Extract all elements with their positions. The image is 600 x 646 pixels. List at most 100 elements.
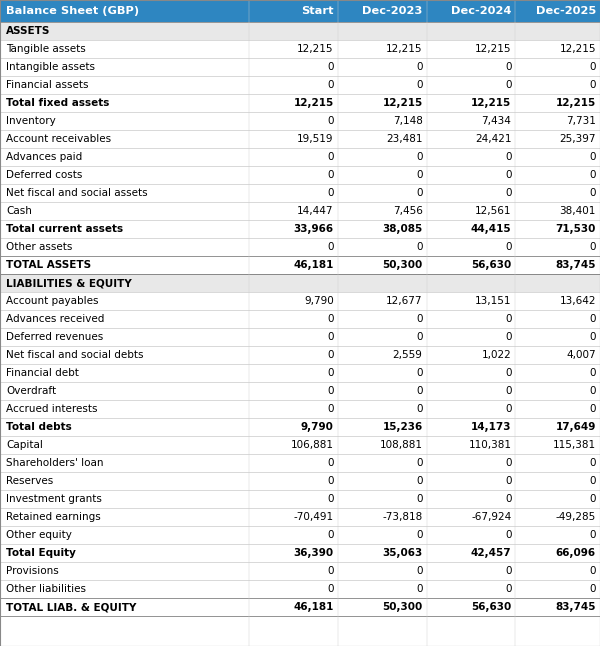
- Text: Balance Sheet (GBP): Balance Sheet (GBP): [6, 6, 139, 16]
- Bar: [0, 184, 600, 202]
- Text: 14,447: 14,447: [298, 206, 334, 216]
- Text: 0: 0: [416, 332, 422, 342]
- Text: 0: 0: [328, 62, 334, 72]
- Text: 9,790: 9,790: [301, 422, 334, 432]
- Text: -70,491: -70,491: [293, 512, 334, 522]
- Text: 56,630: 56,630: [471, 602, 511, 612]
- Text: Reserves: Reserves: [6, 476, 53, 486]
- Text: 17,649: 17,649: [556, 422, 596, 432]
- Text: 0: 0: [505, 530, 511, 540]
- Text: 35,063: 35,063: [382, 548, 422, 558]
- Text: Tangible assets: Tangible assets: [6, 44, 86, 54]
- Text: 0: 0: [505, 62, 511, 72]
- Text: Advances paid: Advances paid: [6, 152, 82, 162]
- Text: 0: 0: [589, 386, 596, 396]
- Text: 0: 0: [416, 494, 422, 504]
- Text: 0: 0: [328, 350, 334, 360]
- Text: 0: 0: [505, 314, 511, 324]
- Text: 0: 0: [328, 494, 334, 504]
- Text: 2,559: 2,559: [393, 350, 422, 360]
- Bar: [0, 364, 600, 382]
- Bar: [0, 526, 600, 544]
- Text: 0: 0: [416, 404, 422, 414]
- Text: Net fiscal and social debts: Net fiscal and social debts: [6, 350, 143, 360]
- Text: 0: 0: [416, 152, 422, 162]
- Text: 0: 0: [505, 584, 511, 594]
- Text: 0: 0: [328, 566, 334, 576]
- Bar: [0, 166, 600, 184]
- Text: 0: 0: [505, 458, 511, 468]
- Text: 0: 0: [416, 584, 422, 594]
- Text: 0: 0: [589, 494, 596, 504]
- Text: -49,285: -49,285: [556, 512, 596, 522]
- Text: 24,421: 24,421: [475, 134, 511, 144]
- Text: 1,022: 1,022: [482, 350, 511, 360]
- Text: Provisions: Provisions: [6, 566, 59, 576]
- Text: 50,300: 50,300: [382, 602, 422, 612]
- Text: Cash: Cash: [6, 206, 32, 216]
- Text: Shareholders' loan: Shareholders' loan: [6, 458, 104, 468]
- Text: 0: 0: [328, 152, 334, 162]
- Text: Other liabilities: Other liabilities: [6, 584, 86, 594]
- Text: 38,085: 38,085: [382, 224, 422, 234]
- Text: 108,881: 108,881: [380, 440, 422, 450]
- Text: 110,381: 110,381: [469, 440, 511, 450]
- Text: ASSETS: ASSETS: [6, 26, 50, 36]
- Text: 13,642: 13,642: [560, 296, 596, 306]
- Text: 0: 0: [416, 62, 422, 72]
- Text: 83,745: 83,745: [556, 602, 596, 612]
- Text: 0: 0: [328, 116, 334, 126]
- Text: Account payables: Account payables: [6, 296, 98, 306]
- Text: 0: 0: [589, 332, 596, 342]
- Text: 0: 0: [328, 188, 334, 198]
- Text: 0: 0: [589, 242, 596, 252]
- Text: 0: 0: [589, 80, 596, 90]
- Text: 0: 0: [505, 566, 511, 576]
- Bar: [0, 472, 600, 490]
- Text: 0: 0: [589, 170, 596, 180]
- Text: 0: 0: [589, 404, 596, 414]
- Text: 38,401: 38,401: [560, 206, 596, 216]
- Text: 0: 0: [589, 584, 596, 594]
- Text: 0: 0: [328, 80, 334, 90]
- Bar: [0, 58, 600, 76]
- Bar: [0, 328, 600, 346]
- Bar: [0, 400, 600, 418]
- Text: Net fiscal and social assets: Net fiscal and social assets: [6, 188, 148, 198]
- Text: 83,745: 83,745: [556, 260, 596, 270]
- Bar: [0, 454, 600, 472]
- Text: 0: 0: [505, 152, 511, 162]
- Text: 0: 0: [416, 386, 422, 396]
- Text: 0: 0: [328, 458, 334, 468]
- Text: TOTAL LIAB. & EQUITY: TOTAL LIAB. & EQUITY: [6, 602, 136, 612]
- Text: Financial assets: Financial assets: [6, 80, 89, 90]
- Text: 0: 0: [505, 494, 511, 504]
- Text: 23,481: 23,481: [386, 134, 422, 144]
- Text: Total debts: Total debts: [6, 422, 72, 432]
- Text: Inventory: Inventory: [6, 116, 56, 126]
- Text: 0: 0: [505, 476, 511, 486]
- Text: 12,215: 12,215: [556, 98, 596, 108]
- Bar: [0, 346, 600, 364]
- Text: 9,790: 9,790: [304, 296, 334, 306]
- Text: Capital: Capital: [6, 440, 43, 450]
- Text: Other equity: Other equity: [6, 530, 72, 540]
- Text: 0: 0: [505, 242, 511, 252]
- Text: 0: 0: [328, 476, 334, 486]
- Text: 33,966: 33,966: [293, 224, 334, 234]
- Bar: [0, 40, 600, 58]
- Text: Retained earnings: Retained earnings: [6, 512, 101, 522]
- Text: 0: 0: [505, 332, 511, 342]
- Text: Total current assets: Total current assets: [6, 224, 123, 234]
- Bar: [0, 112, 600, 130]
- Text: 0: 0: [589, 458, 596, 468]
- Text: 46,181: 46,181: [293, 260, 334, 270]
- Text: 0: 0: [328, 368, 334, 378]
- Text: 0: 0: [416, 530, 422, 540]
- Text: 7,148: 7,148: [393, 116, 422, 126]
- Text: Total Equity: Total Equity: [6, 548, 76, 558]
- Text: 0: 0: [328, 332, 334, 342]
- Text: 0: 0: [505, 170, 511, 180]
- Text: 0: 0: [328, 584, 334, 594]
- Text: 12,215: 12,215: [560, 44, 596, 54]
